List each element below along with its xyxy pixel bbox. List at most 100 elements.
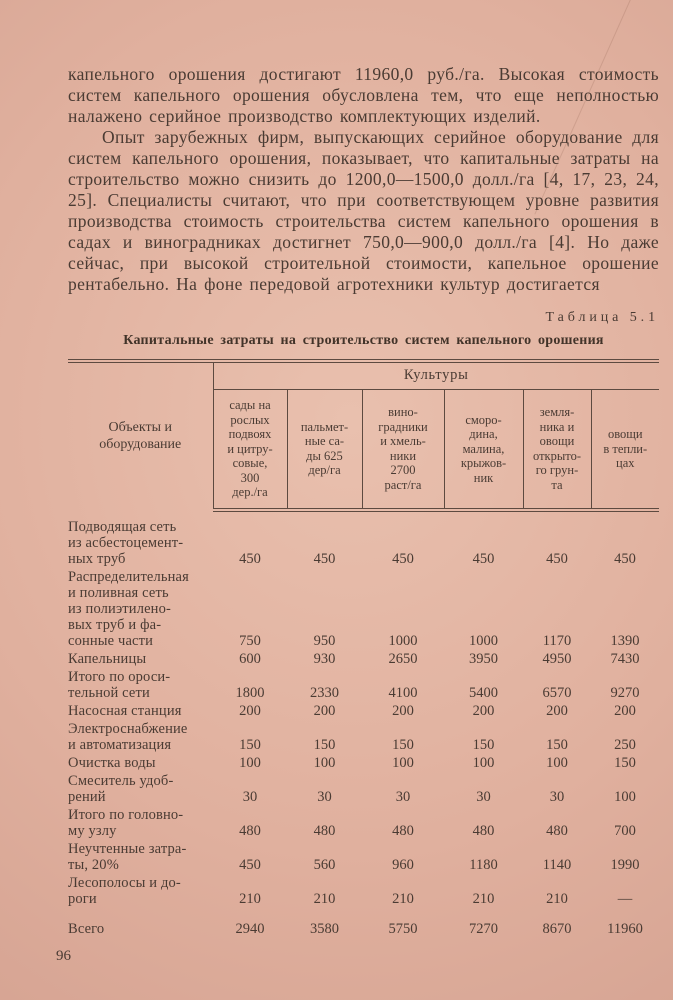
cost-value: 7270 [469, 920, 498, 937]
cost-value: 1180 [469, 856, 498, 873]
table-row: Итого по головно- му узлу 480 480 480 480 480… [68, 806, 659, 840]
cost-value: 3950 [469, 650, 498, 667]
cost-value: 960 [392, 856, 414, 873]
cost-value: 1800 [235, 684, 265, 701]
cost-value: 4950 [542, 650, 572, 667]
cost-value: 250 [614, 736, 636, 753]
cost-value: 600 [239, 650, 261, 667]
capital-costs-table: Объекты и оборудование Культуры сады на … [68, 359, 660, 938]
cost-value: 200 [313, 702, 336, 719]
cost-value: 3580 [310, 920, 339, 937]
cost-value: 480 [546, 822, 568, 839]
cost-value: 200 [546, 702, 568, 719]
cost-value: 150 [546, 736, 568, 753]
cost-value: 150 [313, 736, 336, 753]
table-row: Итого по ороси- тельной сети 1800 2330 4100… [68, 668, 659, 702]
table-row: Капельницы 600 930 2650 3950 4950 7430 [68, 650, 659, 668]
cost-value: 2650 [388, 650, 418, 667]
table-row: Лесополосы и до- роги 210 210 210 210 210 — [68, 874, 659, 908]
cost-value: 100 [392, 754, 414, 771]
cost-value: 450 [546, 550, 568, 567]
paragraph-continuation: капельного орошения достигают 11960,0 ру… [68, 64, 659, 126]
cost-value: 200 [472, 702, 495, 719]
row-label: Насосная станция [68, 702, 182, 719]
column-header: пальмет- ные са- ды 625 дер/га [287, 389, 363, 512]
table-row: Смеситель удоб- рений 30 30 30 30 30 100 [68, 772, 659, 806]
table-row: Очистка воды 100 100 100 100 100 150 [68, 754, 659, 772]
row-header-cell: Объекты и оборудование [68, 361, 214, 510]
cost-value: 150 [614, 754, 636, 771]
cost-value: 200 [239, 702, 261, 719]
row-label: Всего [68, 920, 105, 937]
table-row: Распределительная и поливная сеть из пол… [68, 568, 659, 650]
row-label: Лесополосы и до- роги [68, 874, 181, 907]
cost-value: 5750 [388, 920, 418, 937]
cost-value: 1000 [469, 632, 498, 649]
cost-value: 210 [392, 890, 414, 907]
row-label: Итого по головно- му узлу [68, 806, 184, 839]
row-label: Неучтенные затра- ты, 20% [68, 840, 187, 873]
cost-value: 30 [476, 788, 491, 805]
cost-value: 5400 [469, 684, 498, 701]
cost-value: 1990 [610, 856, 640, 873]
cost-value: 100 [313, 754, 336, 771]
cost-value: 560 [313, 856, 336, 873]
cost-value: 100 [239, 754, 261, 771]
paragraph-foreign-firms: Опыт зарубежных фирм, выпускающих серийн… [68, 127, 659, 294]
table-row: Подводящая сеть из асбестоцемент- ных тр… [68, 510, 659, 568]
cost-value: 100 [546, 754, 568, 771]
cost-value: 150 [472, 736, 495, 753]
cost-value: 30 [242, 788, 258, 805]
cost-value: 480 [472, 822, 495, 839]
cost-value: 480 [392, 822, 414, 839]
row-label: Распределительная и поливная сеть из пол… [68, 568, 189, 649]
cost-value: 1000 [388, 632, 418, 649]
column-header-row: сады на рослых подвоях и цитру- совые, 3… [68, 389, 660, 512]
group-header-cell: Культуры [213, 361, 660, 390]
column-header: земля- ника и овощи открыто- го грун- та [523, 389, 592, 512]
cost-value: 750 [239, 632, 261, 649]
table-label: Таблица 5.1 [545, 310, 659, 325]
row-label: Очистка воды [68, 754, 156, 771]
row-label: Подводящая сеть из асбестоцемент- ных тр… [68, 518, 184, 567]
cost-value: 200 [392, 702, 414, 719]
row-label: Капельницы [68, 650, 147, 667]
cost-value: 1390 [610, 632, 640, 649]
column-header: вино- градники и хмель- ники 2700 раст/г… [362, 389, 445, 512]
cost-value: 210 [239, 890, 261, 907]
cost-value: 100 [472, 754, 495, 771]
table-row: Всего 2940 3580 5750 7270 8670 11960 [68, 908, 659, 938]
cost-value: 700 [614, 822, 636, 839]
table-row: Электроснабжение и автоматизация 150 150 15… [68, 720, 659, 754]
cost-value: 150 [239, 736, 261, 753]
table-title: Капитальные затраты на строительство сис… [123, 333, 604, 348]
cost-value: 2940 [235, 920, 265, 937]
cost-value: 450 [239, 550, 261, 567]
table-row: Неучтенные затра- ты, 20% 450 560 960 1180 11… [68, 840, 659, 874]
cost-value: 1170 [542, 632, 572, 649]
cost-value: 11960 [607, 920, 643, 937]
cost-value: 930 [313, 650, 336, 667]
cost-value: 4100 [388, 684, 418, 701]
cost-value: 30 [395, 788, 411, 805]
cost-value: 480 [239, 822, 261, 839]
cost-value: 100 [614, 788, 636, 805]
cost-value: 450 [239, 856, 261, 873]
cost-value: 450 [472, 550, 495, 567]
cost-value: 6570 [542, 684, 572, 701]
cost-value: 200 [614, 702, 636, 719]
cost-value: 8670 [542, 920, 572, 937]
cost-value: 450 [313, 550, 336, 567]
row-label: Итого по ороси- тельной сети [68, 668, 171, 701]
cost-value: 210 [546, 890, 568, 907]
page-number: 96 [56, 948, 71, 964]
cost-value: 210 [313, 890, 336, 907]
cost-value: 950 [313, 632, 336, 649]
column-header: сморо- дина, малина, крыжов- ник [444, 389, 524, 512]
cost-value: 2330 [310, 684, 339, 701]
table-row: Насосная станция 200 200 200 200 200 200 [68, 702, 659, 720]
cost-value: — [617, 890, 633, 907]
cost-value: 150 [392, 736, 414, 753]
cost-value: 30 [549, 788, 565, 805]
